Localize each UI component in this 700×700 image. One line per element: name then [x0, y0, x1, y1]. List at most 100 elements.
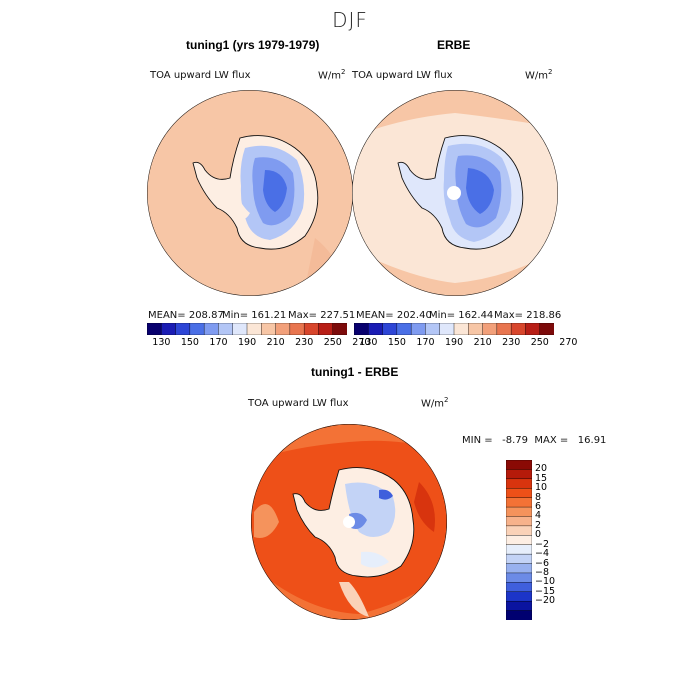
- panel3-map: [251, 424, 447, 620]
- colorbar-swatch: [506, 497, 532, 508]
- panel2-variable: TOA upward LW flux: [352, 70, 453, 81]
- colorbar-swatch: [482, 323, 498, 335]
- colorbar-tick-label: 210: [473, 337, 492, 348]
- panel2-max: Max= 218.86: [494, 310, 562, 321]
- panel1-units: W/m2: [318, 68, 346, 82]
- colorbar-swatch: [506, 478, 532, 489]
- colorbar-tick-label: 170: [209, 337, 228, 348]
- colorbar-tick-label: −10: [535, 576, 556, 588]
- colorbar-swatch: [506, 600, 532, 612]
- colorbar-tick-label: 170: [416, 337, 435, 348]
- colorbar-swatch: [506, 582, 532, 593]
- colorbar-swatch: [506, 460, 532, 470]
- colorbar-swatch: [289, 323, 305, 335]
- colorbar-tick-label: 0: [535, 529, 542, 541]
- colorbar-tick-label: 190: [238, 337, 257, 348]
- panel1-min: Min= 161.21: [222, 310, 287, 321]
- colorbar-tick-label: 270: [559, 337, 578, 348]
- colorbar-swatch: [318, 323, 334, 335]
- colorbar-swatch: [218, 323, 234, 335]
- colorbar-tick-label: 250: [530, 337, 549, 348]
- colorbar-tick-label: 250: [323, 337, 342, 348]
- colorbar-tick-label: 270: [352, 337, 371, 348]
- colorbar-tick-label: −8: [535, 566, 550, 578]
- colorbar-tick-label: 20: [535, 463, 548, 475]
- panel2-map: [352, 90, 558, 296]
- colorbar-swatch: [506, 488, 532, 499]
- colorbar-swatch: [275, 323, 291, 335]
- colorbar-tick-label: −15: [535, 585, 556, 597]
- panel2-colorbar-ticks: 130 150 170 190 210 230 250 270: [354, 337, 577, 349]
- colorbar-swatch: [506, 516, 532, 527]
- colorbar-tick-label: 130: [152, 337, 171, 348]
- colorbar-swatch: [506, 544, 532, 555]
- colorbar-tick-label: 230: [295, 337, 314, 348]
- colorbar-swatch: [510, 323, 527, 335]
- colorbar-swatch: [332, 323, 347, 335]
- colorbar-tick-label: 10: [535, 482, 548, 494]
- colorbar-swatch: [246, 323, 262, 335]
- colorbar-swatch: [506, 469, 532, 480]
- panel3-units: W/m2: [421, 396, 449, 410]
- panel3-colorbar-ticks: 20 15 10 8 6 4 2 0 −2 −4 −6 −8 −10 −15 −20: [535, 460, 575, 620]
- panel1-mean: MEAN= 208.87: [148, 310, 224, 321]
- colorbar-swatch: [261, 323, 277, 335]
- colorbar-swatch: [425, 323, 441, 335]
- colorbar-tick-label: −2: [535, 538, 550, 550]
- colorbar-tick-label: 8: [535, 491, 542, 503]
- colorbar-swatch: [506, 553, 532, 565]
- colorbar-tick-label: 150: [180, 337, 199, 348]
- panel1-variable: TOA upward LW flux: [150, 70, 251, 81]
- colorbar-swatch: [496, 323, 512, 335]
- colorbar-tick-label: 2: [535, 519, 542, 531]
- colorbar-swatch: [189, 323, 205, 335]
- colorbar-tick-label: 4: [535, 510, 542, 522]
- colorbar-swatch: [506, 591, 532, 602]
- colorbar-swatch: [354, 323, 369, 335]
- panel3-title: tuning1 - ERBE: [311, 365, 399, 379]
- colorbar-swatch: [506, 506, 532, 517]
- colorbar-tick-label: 6: [535, 501, 542, 513]
- panel2-units: W/m2: [525, 68, 553, 82]
- colorbar-swatch: [539, 323, 554, 335]
- colorbar-swatch: [382, 323, 398, 335]
- panel1-max: Max= 227.51: [288, 310, 356, 321]
- panel2-min: Min= 162.44: [429, 310, 494, 321]
- panel2-colorbar: [354, 323, 554, 335]
- colorbar-tick-label: 130: [359, 337, 378, 348]
- colorbar-swatch: [468, 323, 484, 335]
- colorbar-swatch: [396, 323, 412, 335]
- colorbar-swatch: [147, 323, 162, 335]
- panel1-colorbar: [147, 323, 347, 335]
- panel3-variable: TOA upward LW flux: [248, 398, 349, 409]
- colorbar-swatch: [453, 323, 469, 335]
- colorbar-swatch: [368, 323, 384, 335]
- colorbar-swatch: [175, 323, 191, 335]
- colorbar-swatch: [410, 323, 427, 335]
- panel1-title: tuning1 (yrs 1979-1979): [186, 38, 320, 52]
- colorbar-swatch: [303, 323, 320, 335]
- colorbar-swatch: [439, 323, 455, 335]
- colorbar-tick-label: −4: [535, 548, 550, 560]
- panel2-mean: MEAN= 202.40: [356, 310, 432, 321]
- colorbar-swatch: [525, 323, 541, 335]
- panel1-colorbar-ticks: 130 150 170 190 210 230 250 270: [147, 337, 370, 349]
- panel3-colorbar: [506, 460, 532, 620]
- colorbar-swatch: [506, 572, 532, 583]
- colorbar-swatch: [232, 323, 248, 335]
- colorbar-tick-label: 150: [387, 337, 406, 348]
- colorbar-swatch: [506, 535, 532, 546]
- panel2-title: ERBE: [437, 38, 471, 52]
- colorbar-swatch: [506, 610, 532, 620]
- colorbar-swatch: [203, 323, 220, 335]
- colorbar-swatch: [506, 525, 532, 536]
- colorbar-tick-label: 190: [445, 337, 464, 348]
- panel3-minmax: MIN = -8.79 MAX = 16.91: [462, 435, 607, 446]
- figure-title: DJF: [332, 8, 368, 32]
- colorbar-swatch: [506, 563, 532, 574]
- colorbar-tick-label: −6: [535, 557, 550, 569]
- colorbar-tick-label: 230: [502, 337, 521, 348]
- colorbar-tick-label: 15: [535, 472, 548, 484]
- colorbar-tick-label: 210: [266, 337, 285, 348]
- colorbar-tick-label: −20: [535, 595, 556, 607]
